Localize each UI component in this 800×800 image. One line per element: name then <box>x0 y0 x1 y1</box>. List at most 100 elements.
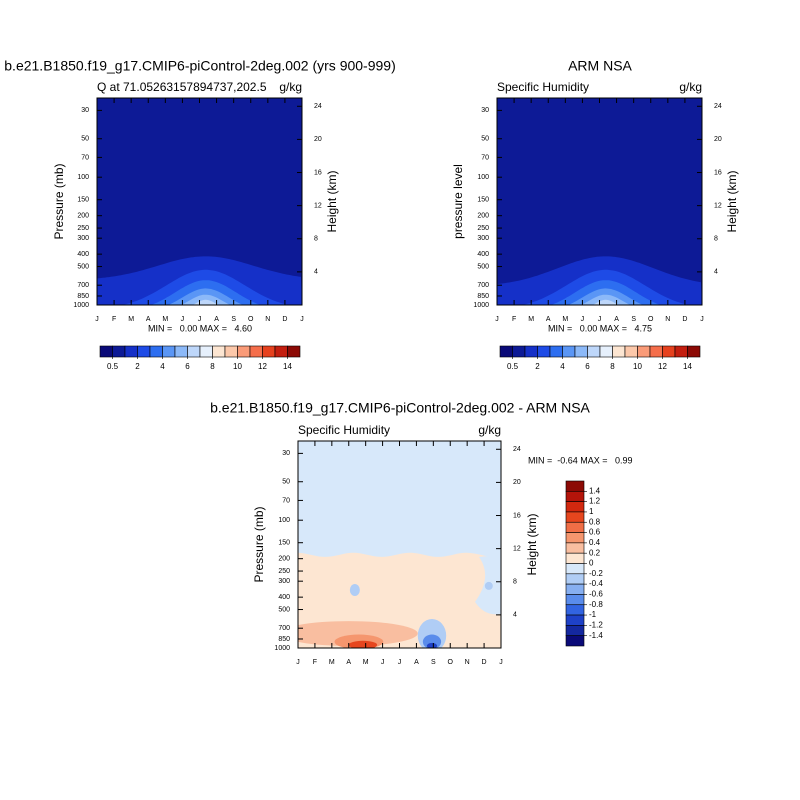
right-label: g/kg <box>679 80 702 94</box>
left-label: Specific Humidity <box>298 423 390 437</box>
colorbar-box <box>262 345 276 358</box>
colorbar-box <box>612 345 626 358</box>
colorbar-box <box>565 480 585 492</box>
x-tick-label: F <box>313 659 317 666</box>
x-tick-label: J <box>300 316 304 323</box>
contour-band <box>348 640 378 648</box>
y-tick-label: 30 <box>282 450 290 457</box>
x-tick-label: J <box>198 316 202 323</box>
colorbar-label: 0.5 <box>107 362 119 371</box>
y-tick-label: 200 <box>77 213 89 220</box>
y2-tick-label: 24 <box>314 103 322 110</box>
x-tick-label: F <box>512 316 516 323</box>
right-label: g/kg <box>478 423 501 437</box>
colorbar-box <box>549 345 563 358</box>
y-tick-label: 700 <box>77 282 89 289</box>
y2-tick-label: 12 <box>314 202 322 209</box>
y-tick-label: 30 <box>481 107 489 114</box>
stats: MIN = 0.00 MAX = 4.75 <box>548 323 652 333</box>
colorbar-label: -0.2 <box>589 569 603 578</box>
y-tick-label: 1000 <box>473 302 489 309</box>
colorbar-box <box>99 345 113 358</box>
contour-band <box>484 581 493 590</box>
y-tick-label: 850 <box>278 636 290 643</box>
y-tick-label: 300 <box>77 235 89 242</box>
colorbar-label: 0.2 <box>589 548 601 557</box>
colorbar-label: -0.4 <box>589 579 603 588</box>
colorbar-label: -1.4 <box>589 631 603 640</box>
colorbar-label: 0 <box>589 559 594 568</box>
colorbar-box <box>565 625 585 636</box>
stats: MIN = -0.64 MAX = 0.99 <box>528 455 633 465</box>
y-tick-label: 500 <box>278 606 290 613</box>
colorbar-box <box>565 501 585 513</box>
contour-field <box>497 98 702 305</box>
x-tick-label: A <box>546 316 551 323</box>
contour-band <box>298 621 418 646</box>
colorbar-label: 0.4 <box>589 538 601 547</box>
colorbar-box <box>624 345 638 358</box>
colorbar-label: 14 <box>283 362 292 371</box>
y-tick-label: 70 <box>481 154 489 161</box>
colorbar-box <box>162 345 176 358</box>
x-tick-label: A <box>614 316 619 323</box>
colorbar-label: 1.2 <box>589 497 601 506</box>
colorbar-label: 8 <box>610 362 615 371</box>
y-tick-label: 400 <box>278 594 290 601</box>
colorbar-label: 4 <box>160 362 165 371</box>
left-label: Specific Humidity <box>497 80 589 94</box>
y-tick-label: 850 <box>477 293 489 300</box>
y2-tick-label: 20 <box>513 479 521 486</box>
colorbar-box <box>499 345 513 358</box>
colorbar-box <box>237 345 251 358</box>
y-tick-label: 250 <box>77 225 89 232</box>
colorbar-box <box>565 552 585 564</box>
colorbar-box <box>112 345 126 358</box>
y-tick-label: 250 <box>278 568 290 575</box>
colorbar-box <box>524 345 538 358</box>
y2-tick-label: 4 <box>314 269 318 276</box>
contour-band <box>97 294 302 305</box>
colorbar-label: 14 <box>683 362 692 371</box>
y2-axis-label: Height (km) <box>525 513 539 575</box>
colorbar-box <box>662 345 676 358</box>
y2-tick-label: 16 <box>314 169 322 176</box>
contour-band <box>426 642 438 648</box>
y-tick-label: 100 <box>77 174 89 181</box>
colorbar-label: 12 <box>258 362 267 371</box>
colorbar-box <box>587 345 601 358</box>
y-tick-label: 400 <box>477 251 489 258</box>
x-tick-label: A <box>214 316 219 323</box>
y-tick-label: 150 <box>477 197 489 204</box>
x-tick-label: S <box>631 316 636 323</box>
contour-field <box>298 441 501 648</box>
x-tick-label: N <box>665 316 670 323</box>
x-tick-label: J <box>598 316 602 323</box>
x-tick-label: S <box>431 659 436 666</box>
chart-title: ARM NSA <box>568 58 632 74</box>
colorbar-label: 6 <box>185 362 190 371</box>
y-axis-label: pressure level <box>451 164 465 239</box>
contour-band <box>497 294 702 305</box>
colorbar-label: -0.8 <box>589 600 603 609</box>
right-label: g/kg <box>279 80 302 94</box>
y-tick-label: 30 <box>81 107 89 114</box>
y-tick-label: 700 <box>278 625 290 632</box>
colorbar-label: -1.2 <box>589 620 603 629</box>
colorbar-label: 8 <box>210 362 215 371</box>
y2-tick-label: 24 <box>714 103 722 110</box>
y-tick-label: 150 <box>77 197 89 204</box>
y-tick-label: 50 <box>282 479 290 486</box>
y-tick-label: 200 <box>477 213 489 220</box>
left-label: Q at 71.05263157894737,202.5 <box>97 80 267 94</box>
colorbar-box <box>124 345 138 358</box>
y2-tick-label: 4 <box>513 612 517 619</box>
x-tick-label: J <box>495 316 499 323</box>
colorbar-box <box>562 345 576 358</box>
colorbar-label: 0.8 <box>589 517 601 526</box>
colorbar-box <box>512 345 526 358</box>
x-tick-label: D <box>482 659 487 666</box>
colorbar-box <box>224 345 238 358</box>
colorbar-box <box>565 521 585 533</box>
